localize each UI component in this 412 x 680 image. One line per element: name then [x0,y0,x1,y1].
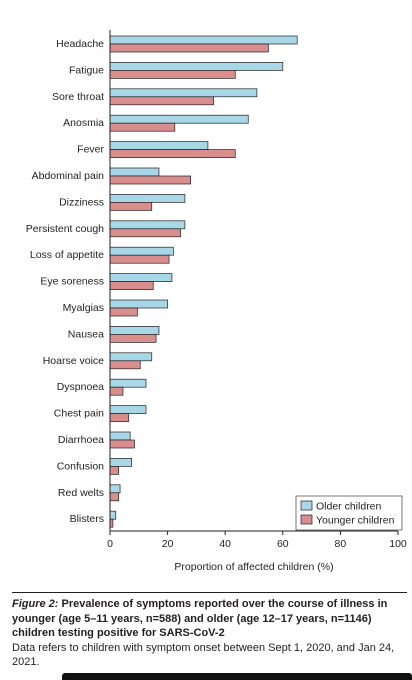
bars [109,35,298,528]
bar-younger-children [109,96,215,106]
caption-title: Prevalence of symptoms reported over the… [12,598,388,639]
bar-older-children [109,510,117,520]
legend-frame [295,495,403,531]
x-tick-label: 100 [389,538,407,550]
bar-younger-children [109,413,130,422]
bar-older-children [109,458,132,467]
bar-older-children [109,378,147,388]
bar-older-children [109,88,258,98]
bar-younger-children [109,43,269,53]
bar-younger-children [109,281,154,290]
figure-caption: Figure 2: Prevalence of symptoms reporte… [12,592,407,670]
bar-older-children [109,299,168,309]
bar-older-children [109,431,131,441]
bar-younger-children [109,70,236,79]
category-label: Persistent cough [26,223,104,235]
bar-younger-children [109,149,236,158]
bar-younger-children [109,202,153,211]
bar-older-children [109,220,186,230]
category-label: Myalgias [63,302,104,314]
category-label: Headache [56,38,104,50]
category-label: Diarrhoea [58,434,104,446]
bar-older-children [109,352,153,362]
x-tick-label: 60 [277,538,289,550]
legend-swatch-older [300,500,313,511]
x-axis: 0 20 40 60 80 100 [107,30,407,550]
category-label: Anosmia [63,117,104,129]
x-tick-label: 40 [219,538,231,550]
category-label: Dyspnoea [57,381,104,393]
legend: Older children Younger children [295,495,403,531]
x-axis-label: Proportion of affected children (%) [174,561,333,573]
bar-older-children [109,273,173,282]
bar-older-children [109,246,174,256]
category-label: Confusion [57,460,104,472]
bar-older-children [109,484,121,494]
category-label: Fever [77,144,104,156]
legend-label-younger: Younger children [316,515,395,527]
bar-younger-children [109,228,181,238]
bar-younger-children [109,386,124,396]
bar-younger-children [109,492,119,502]
bar-chart: Headache Fatigue Sore throat Anosmia Fever Ab… [26,30,407,573]
category-label: Chest pain [54,408,104,420]
category-label: Abdominal pain [32,170,105,182]
x-tick-label: 0 [107,538,113,550]
bar-younger-children [109,334,157,343]
category-label: Loss of appetite [30,249,104,261]
bar-older-children [109,194,186,203]
bar-younger-children [109,122,176,132]
bar-older-children [109,114,249,124]
category-label: Fatigue [69,64,104,76]
x-tick-label: 20 [162,538,174,550]
category-label: Sore throat [52,91,104,103]
bar-younger-children [109,466,119,475]
legend-label-older: Older children [316,501,382,513]
legend-swatch-younger [300,514,313,525]
bar-younger-children [109,307,138,317]
bar-older-children [109,35,298,45]
bar-younger-children [109,175,191,185]
category-label: Red welts [58,487,104,499]
category-label: Blisters [70,513,104,525]
category-label: Eye soreness [40,276,104,288]
bar-older-children [109,62,284,71]
bar-older-children [109,405,147,414]
bar-older-children [109,326,160,335]
bar-younger-children [109,439,135,449]
category-labels: Headache Fatigue Sore throat Anosmia Fever Ab… [26,38,105,525]
category-label: Nausea [68,328,104,340]
caption-label: Figure 2: [12,598,59,610]
x-tick-label: 80 [335,538,347,550]
bar-older-children [109,141,209,150]
bar-younger-children [109,360,141,370]
bottom-bar [62,673,412,680]
caption-note: Data refers to children with symptom ons… [12,641,395,669]
category-label: Hoarse voice [43,355,104,367]
bar-younger-children [109,254,170,264]
bar-older-children [109,167,160,177]
category-label: Dizziness [59,196,104,208]
